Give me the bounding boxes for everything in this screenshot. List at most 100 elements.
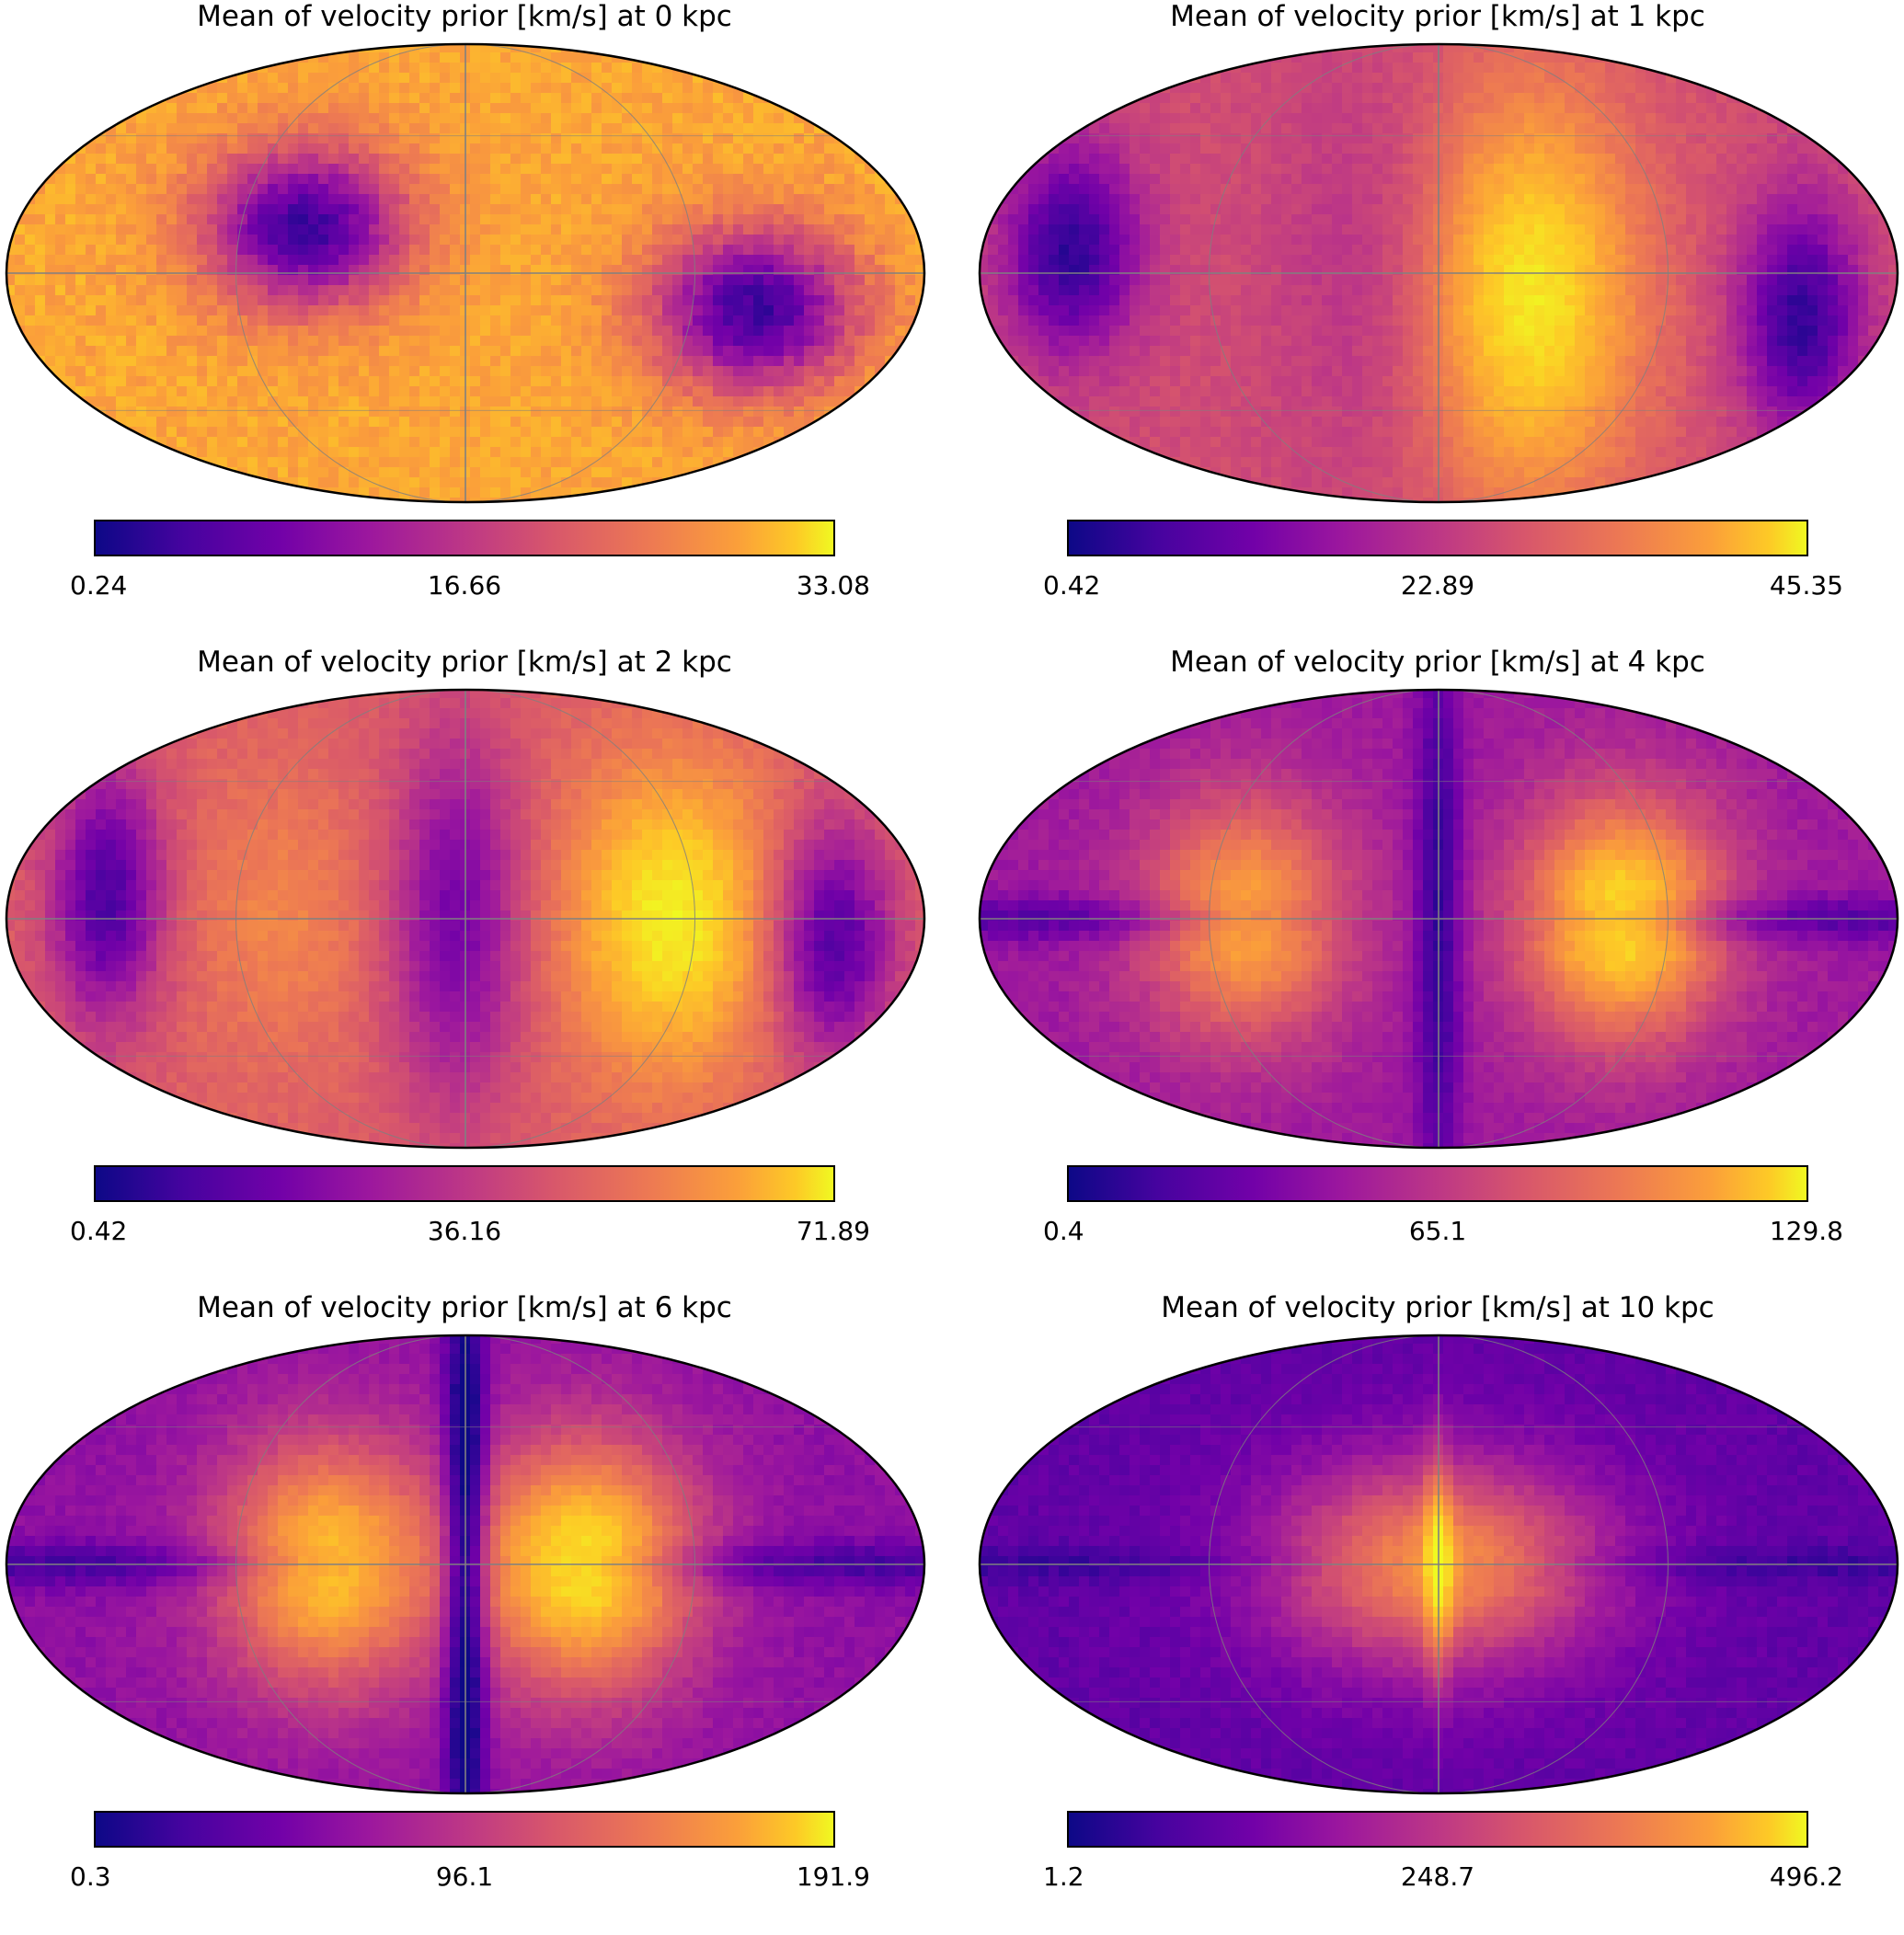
sky-pixel xyxy=(440,427,451,438)
sky-pixel xyxy=(45,315,56,326)
sky-pixel xyxy=(1544,154,1555,165)
sky-pixel xyxy=(379,396,390,407)
sky-pixel xyxy=(1160,93,1171,104)
sky-pixel xyxy=(510,154,522,165)
sky-pixel xyxy=(298,154,309,165)
sky-pixel xyxy=(672,83,683,94)
sky-pixel xyxy=(794,174,805,185)
sky-pixel xyxy=(1615,224,1626,235)
sky-pixel xyxy=(25,245,36,256)
sky-pixel xyxy=(318,477,329,488)
sky-pixel xyxy=(338,113,350,124)
sky-pixel xyxy=(834,356,845,367)
sky-pixel xyxy=(561,73,572,84)
sky-pixel xyxy=(895,315,906,326)
sky-pixel xyxy=(207,204,218,215)
sky-pixel xyxy=(804,427,815,438)
sky-pixel xyxy=(1038,184,1049,195)
sky-pixel xyxy=(338,467,350,478)
sky-pixel xyxy=(268,83,279,94)
sky-pixel xyxy=(389,265,400,276)
sky-pixel xyxy=(612,417,623,428)
sky-pixel xyxy=(500,356,511,367)
sky-pixel xyxy=(1281,63,1292,74)
sky-pixel xyxy=(35,245,46,256)
sky-pixel xyxy=(1362,83,1373,94)
sky-pixel xyxy=(1686,204,1697,215)
sky-pixel xyxy=(905,265,916,276)
sky-pixel xyxy=(359,143,370,155)
sky-pixel xyxy=(804,174,815,185)
sky-pixel xyxy=(1797,164,1808,175)
sky-pixel xyxy=(1575,214,1586,225)
sky-pixel xyxy=(723,113,734,124)
sky-pixel xyxy=(561,113,572,124)
sky-pixel xyxy=(55,235,66,246)
sky-pixel xyxy=(1403,194,1414,205)
sky-pixel xyxy=(794,103,805,114)
sky-pixel xyxy=(693,346,704,357)
sky-pixel xyxy=(602,285,613,296)
sky-pixel xyxy=(1676,133,1687,144)
sky-pixel xyxy=(531,245,542,256)
sky-pixel xyxy=(450,93,461,104)
sky-pixel xyxy=(96,366,107,377)
sky-pixel xyxy=(571,255,582,266)
sky-pixel xyxy=(156,154,167,165)
sky-pixel xyxy=(1787,174,1798,185)
sky-pixel xyxy=(1332,224,1343,235)
sky-pixel xyxy=(865,194,876,205)
sky-pixel xyxy=(247,154,258,165)
sky-pixel xyxy=(399,245,410,256)
sky-pixel xyxy=(338,103,350,114)
sky-pixel xyxy=(1028,245,1039,256)
sky-pixel xyxy=(642,235,653,246)
sky-pixel xyxy=(450,467,461,478)
sky-pixel xyxy=(1575,194,1586,205)
sky-pixel xyxy=(1656,83,1667,94)
sky-pixel xyxy=(895,214,906,225)
sky-pixel xyxy=(359,275,370,286)
sky-pixel xyxy=(1382,93,1394,104)
sky-pixel xyxy=(855,174,866,185)
sky-pixel xyxy=(1150,143,1161,155)
sky-pixel xyxy=(258,447,269,458)
sky-pixel xyxy=(1534,204,1545,215)
sky-pixel xyxy=(713,376,724,387)
sky-pixel xyxy=(1544,245,1555,256)
sky-pixel xyxy=(561,376,572,387)
sky-pixel xyxy=(1787,204,1798,215)
sky-pixel xyxy=(166,336,178,347)
sky-pixel xyxy=(1251,154,1262,165)
sky-pixel xyxy=(1585,63,1596,74)
sky-pixel xyxy=(1281,184,1292,195)
sky-pixel xyxy=(1332,154,1343,165)
sky-pixel xyxy=(5,326,16,337)
sky-pixel xyxy=(197,255,208,266)
sky-pixel xyxy=(450,336,461,347)
sky-pixel xyxy=(268,154,279,165)
sky-pixel xyxy=(166,174,178,185)
sky-pixel xyxy=(531,467,542,478)
sky-pixel xyxy=(1312,224,1323,235)
sky-pixel xyxy=(318,164,329,175)
sky-pixel xyxy=(1696,113,1707,124)
sky-pixel xyxy=(1180,164,1191,175)
sky-pixel xyxy=(409,346,420,357)
sky-pixel xyxy=(743,204,754,215)
sky-pixel xyxy=(1797,143,1808,155)
sky-pixel xyxy=(1605,245,1616,256)
sky-pixel xyxy=(541,63,552,74)
sky-pixel xyxy=(1393,164,1404,175)
sky-pixel xyxy=(1585,73,1596,84)
sky-pixel xyxy=(237,174,248,185)
sky-pixel xyxy=(1504,164,1515,175)
sky-pixel xyxy=(723,255,734,266)
sky-pixel xyxy=(703,174,714,185)
sky-pixel xyxy=(1099,204,1110,215)
sky-pixel xyxy=(440,275,451,286)
sky-pixel xyxy=(126,437,137,448)
sky-pixel xyxy=(703,285,714,296)
sky-pixel xyxy=(389,123,400,134)
sky-pixel xyxy=(338,336,350,347)
